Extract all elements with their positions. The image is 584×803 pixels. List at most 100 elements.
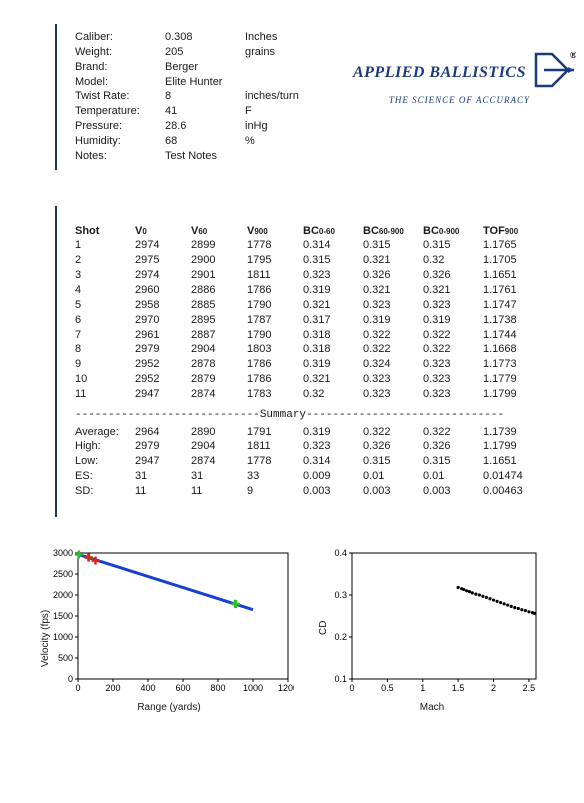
cell: 6 [75,313,135,328]
cell: 2890 [191,425,247,440]
cell: 2874 [191,454,247,469]
cell: 31 [135,469,191,484]
svg-text:500: 500 [58,653,73,663]
svg-text:2500: 2500 [53,569,73,579]
svg-text:2: 2 [491,683,496,693]
meta-unit: % [245,134,255,149]
cell: 10 [75,372,135,387]
cell: 2960 [135,283,191,298]
meta-value: 8 [165,89,245,104]
cell: 0.319 [303,357,363,372]
cell: 0.01 [363,469,423,484]
cell: 0.315 [363,454,423,469]
cell: 2952 [135,357,191,372]
cell: 2901 [191,268,247,283]
cell: 0.326 [363,439,423,454]
cell: 0.319 [303,283,363,298]
cell: 1786 [247,357,303,372]
cell: 0.321 [303,298,363,313]
meta-value: Berger [165,60,245,75]
meta-label: Pressure: [75,119,165,134]
cell: 4 [75,283,135,298]
cell: 0.315 [363,238,423,253]
cell: 1.1738 [483,313,545,328]
meta-value: 41 [165,104,245,119]
cell: 2964 [135,425,191,440]
cell: Average: [75,425,135,440]
cell: 1783 [247,387,303,402]
cell: 11 [191,484,247,499]
cell: 1790 [247,328,303,343]
col-header: V60 [191,224,247,239]
meta-unit: inHg [245,119,268,134]
col-header: V0 [135,224,191,239]
cell: 0.314 [303,454,363,469]
svg-text:0.5: 0.5 [381,683,394,693]
summary-row: High:2979290418110.3230.3260.3261.1799 [75,439,545,454]
cell: 1.1799 [483,439,545,454]
svg-text:2000: 2000 [53,590,73,600]
cell: 0.003 [423,484,483,499]
cell: 11 [75,387,135,402]
svg-text:200: 200 [105,683,120,693]
cell: 1787 [247,313,303,328]
cell: 0.326 [423,439,483,454]
cell: 0.321 [423,283,483,298]
table-row: 72961288717900.3180.3220.3221.1744 [75,328,545,343]
cell: 0.323 [423,357,483,372]
logo-icon: ® [530,52,576,93]
cell: 2970 [135,313,191,328]
cell: 0.323 [363,298,423,313]
table-row: 82979290418030.3180.3220.3221.1668 [75,342,545,357]
cell: 1811 [247,439,303,454]
table-row: 22975290017950.3150.3210.321.1705 [75,253,545,268]
cell: 2900 [191,253,247,268]
cell: 0.321 [363,253,423,268]
table-row: 52958288517900.3210.3230.3231.1747 [75,298,545,313]
meta-label: Twist Rate: [75,89,165,104]
meta-unit: Inches [245,30,277,45]
svg-text:0.4: 0.4 [334,548,347,558]
cell: 1.1747 [483,298,545,313]
meta-row: Temperature:41F [75,104,584,119]
cell: SD: [75,484,135,499]
cell: 0.01474 [483,469,545,484]
svg-text:0.2: 0.2 [334,632,347,642]
cell: 2904 [191,439,247,454]
svg-text:0: 0 [75,683,80,693]
cell: 0.323 [423,387,483,402]
cell: 2979 [135,439,191,454]
cell: 1.1779 [483,372,545,387]
col-header: BC60-900 [363,224,423,239]
summary-row: SD:111190.0030.0030.0030.00463 [75,484,545,499]
table-row: 32974290118110.3230.3260.3261.1651 [75,268,545,283]
logo-tagline: THE SCIENCE OF ACCURACY [353,95,530,105]
svg-text:600: 600 [175,683,190,693]
cell: 33 [247,469,303,484]
brand-logo: APPLIED BALLISTICS ® THE SCIENCE OF ACCU… [353,52,576,105]
cell: 2895 [191,313,247,328]
col-header: V900 [247,224,303,239]
cell: 0.324 [363,357,423,372]
cell: 1.1799 [483,387,545,402]
cell: 1.1651 [483,454,545,469]
col-header: TOF900 [483,224,545,239]
cell: 3 [75,268,135,283]
table-row: 102952287917860.3210.3230.3231.1779 [75,372,545,387]
svg-text:1500: 1500 [53,611,73,621]
meta-unit: inches/turn [245,89,299,104]
cell: 1795 [247,253,303,268]
table-row: 112947287417830.320.3230.3231.1799 [75,387,545,402]
table-row: 42960288617860.3190.3210.3211.1761 [75,283,545,298]
summary-divider: ----------------------------Summary-----… [75,402,545,425]
cell: 11 [135,484,191,499]
cell: 1791 [247,425,303,440]
chart1-ylabel: Velocity (fps) [40,610,51,667]
cell: 2904 [191,342,247,357]
summary-row: Average:2964289017910.3190.3220.3221.173… [75,425,545,440]
cell: 0.322 [423,342,483,357]
meta-unit: grains [245,45,275,60]
cell: 0.319 [363,313,423,328]
shot-table: ShotV0V60V900BC0-60BC60-900BC0-900TOF900… [75,224,545,499]
table-row: 12974289917780.3140.3150.3151.1765 [75,238,545,253]
